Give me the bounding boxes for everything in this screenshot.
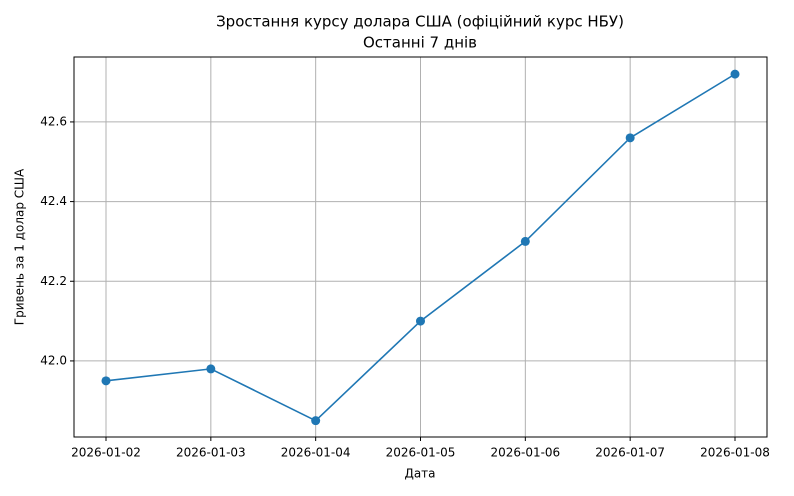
x-tick-label: 2026-01-08	[700, 446, 770, 460]
chart-subtitle: Останні 7 днів	[363, 34, 477, 52]
x-tick-label: 2026-01-05	[386, 446, 456, 460]
x-tick-label: 2026-01-04	[281, 446, 351, 460]
y-tick-label: 42.2	[40, 274, 67, 288]
y-tick-label: 42.4	[40, 194, 67, 208]
y-axis-label: Гривень за 1 долар США	[13, 168, 27, 325]
plot-frame	[73, 56, 768, 438]
point	[520, 236, 530, 246]
point	[206, 364, 216, 374]
y-tick-label: 42.6	[40, 114, 67, 128]
point	[730, 69, 740, 79]
point	[101, 376, 111, 386]
x-tick-label: 2026-01-06	[490, 446, 560, 460]
y-tick-label: 42.0	[40, 353, 67, 367]
point	[416, 316, 425, 326]
point	[625, 133, 635, 143]
x-tick-label: 2026-01-03	[176, 446, 246, 460]
x-tick-label: 2026-01-07	[595, 446, 665, 460]
point	[311, 416, 321, 426]
chart-title: Зростання курсу долара США (офіційний ку…	[216, 13, 624, 31]
x-axis-label: Дата	[404, 467, 435, 481]
x-tick-label: 2026-01-02	[71, 446, 141, 460]
